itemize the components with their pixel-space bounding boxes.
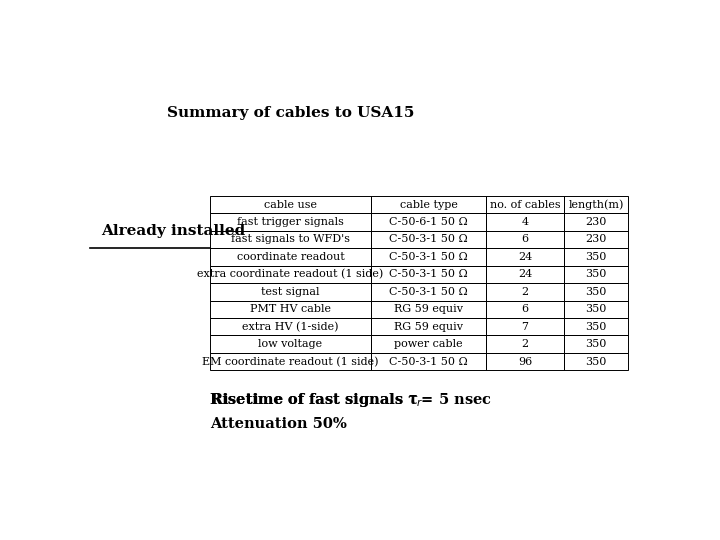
Bar — [371, 318, 486, 335]
Bar — [371, 248, 486, 266]
Bar — [371, 196, 486, 213]
Text: 350: 350 — [585, 305, 607, 314]
Text: 230: 230 — [585, 217, 607, 227]
Text: Summary of cables to USA15: Summary of cables to USA15 — [167, 106, 415, 120]
Bar — [210, 213, 371, 231]
Bar — [486, 301, 564, 318]
Bar — [564, 196, 629, 213]
Bar — [564, 353, 629, 370]
Text: C-50-3-1 50 Ω: C-50-3-1 50 Ω — [390, 269, 468, 279]
Bar — [210, 283, 371, 301]
Bar — [371, 301, 486, 318]
Text: 2: 2 — [521, 287, 528, 297]
Bar — [486, 266, 564, 283]
Text: Risetime of fast signals τ: Risetime of fast signals τ — [210, 393, 418, 407]
Bar — [486, 318, 564, 335]
Bar — [564, 231, 629, 248]
Text: Already installed: Already installed — [101, 224, 246, 238]
Bar — [486, 213, 564, 231]
Bar — [371, 266, 486, 283]
Text: no. of cables: no. of cables — [490, 199, 560, 210]
Text: C-50-3-1 50 Ω: C-50-3-1 50 Ω — [390, 287, 468, 297]
Bar — [486, 248, 564, 266]
Text: 350: 350 — [585, 252, 607, 262]
Text: test signal: test signal — [261, 287, 320, 297]
Text: 4: 4 — [521, 217, 528, 227]
Bar — [210, 318, 371, 335]
Text: Attenuation 50%: Attenuation 50% — [210, 417, 347, 431]
Text: C-50-3-1 50 Ω: C-50-3-1 50 Ω — [390, 357, 468, 367]
Text: 350: 350 — [585, 287, 607, 297]
Text: cable use: cable use — [264, 199, 317, 210]
Bar — [371, 231, 486, 248]
Text: C-50-6-1 50 Ω: C-50-6-1 50 Ω — [390, 217, 468, 227]
Bar — [371, 353, 486, 370]
Text: C-50-3-1 50 Ω: C-50-3-1 50 Ω — [390, 252, 468, 262]
Text: EM coordinate readout (1 side): EM coordinate readout (1 side) — [202, 356, 379, 367]
Text: 230: 230 — [585, 234, 607, 245]
Text: length(m): length(m) — [568, 199, 624, 210]
Bar — [564, 301, 629, 318]
Bar — [486, 283, 564, 301]
Text: 6: 6 — [521, 234, 528, 245]
Text: 350: 350 — [585, 322, 607, 332]
Bar — [210, 231, 371, 248]
Bar — [564, 248, 629, 266]
Text: 6: 6 — [521, 305, 528, 314]
Text: 2: 2 — [521, 339, 528, 349]
Bar — [210, 301, 371, 318]
Bar — [564, 318, 629, 335]
Text: 350: 350 — [585, 339, 607, 349]
Bar — [210, 335, 371, 353]
Text: Risetime of fast signals $\tau_r$= 5 nsec: Risetime of fast signals $\tau_r$= 5 nse… — [210, 390, 492, 409]
Text: 350: 350 — [585, 357, 607, 367]
Text: RG 59 equiv: RG 59 equiv — [394, 305, 463, 314]
Bar — [486, 335, 564, 353]
Text: 350: 350 — [585, 269, 607, 279]
Bar — [564, 335, 629, 353]
Text: 96: 96 — [518, 357, 532, 367]
Bar — [486, 353, 564, 370]
Text: 24: 24 — [518, 252, 532, 262]
Bar — [486, 196, 564, 213]
Text: PMT HV cable: PMT HV cable — [250, 305, 331, 314]
Text: 24: 24 — [518, 269, 532, 279]
Text: C-50-3-1 50 Ω: C-50-3-1 50 Ω — [390, 234, 468, 245]
Text: RG 59 equiv: RG 59 equiv — [394, 322, 463, 332]
Bar — [371, 335, 486, 353]
Text: fast trigger signals: fast trigger signals — [237, 217, 344, 227]
Bar — [486, 231, 564, 248]
Bar — [564, 213, 629, 231]
Bar — [564, 283, 629, 301]
Bar — [371, 213, 486, 231]
Text: 7: 7 — [521, 322, 528, 332]
Text: cable type: cable type — [400, 199, 458, 210]
Bar — [564, 266, 629, 283]
Bar — [210, 266, 371, 283]
Text: extra HV (1-side): extra HV (1-side) — [243, 322, 339, 332]
Bar — [210, 353, 371, 370]
Text: low voltage: low voltage — [258, 339, 323, 349]
Text: power cable: power cable — [395, 339, 463, 349]
Bar — [371, 283, 486, 301]
Bar — [210, 248, 371, 266]
Text: coordinate readout: coordinate readout — [237, 252, 344, 262]
Bar — [210, 196, 371, 213]
Text: fast signals to WFD's: fast signals to WFD's — [231, 234, 350, 245]
Text: extra coordinate readout (1 side): extra coordinate readout (1 side) — [197, 269, 384, 280]
